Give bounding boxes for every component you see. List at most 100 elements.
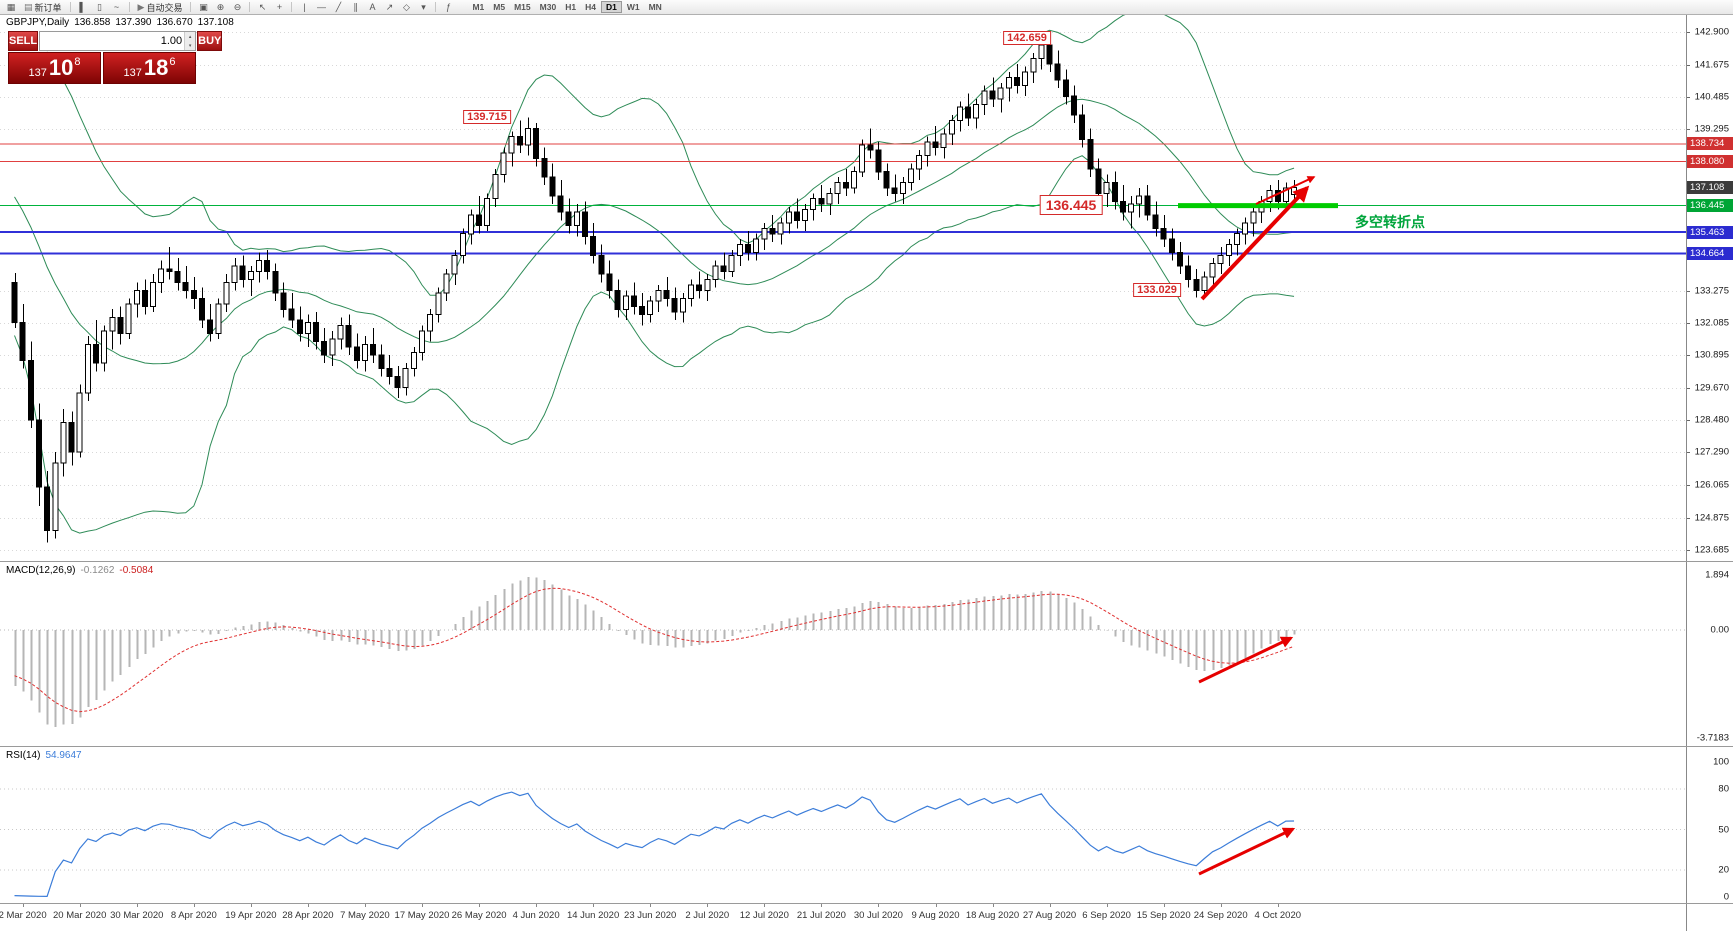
date-label: 8 Apr 2020 <box>170 910 217 921</box>
new-chart-icon[interactable]: ▦ <box>6 1 16 12</box>
channel-icon[interactable]: ∥ <box>353 1 358 12</box>
pane-divider[interactable] <box>0 561 1733 562</box>
trendline-icon[interactable]: ╱ <box>335 1 342 12</box>
price-scale-label: 128.480 <box>1694 414 1729 426</box>
chart-title: GBPJPY,Daily 136.858 137.390 136.670 137.108 <box>6 17 239 28</box>
candle <box>1250 211 1257 224</box>
timeframe-m5[interactable]: M5 <box>493 2 506 12</box>
candle <box>606 273 613 291</box>
price-scale-tick <box>1687 485 1690 487</box>
candle <box>1095 168 1102 194</box>
candle <box>101 330 108 364</box>
volume-decrease-button[interactable]: ▾ <box>185 41 196 50</box>
zoom-in-icon[interactable]: ⊕ <box>216 1 225 12</box>
timeframe-w1[interactable]: W1 <box>626 2 640 12</box>
price-tag: 138.734 <box>1687 137 1733 151</box>
timeframe-mn[interactable]: MN <box>648 2 662 12</box>
vertical-line-icon[interactable]: | <box>303 1 306 12</box>
candle <box>679 298 686 313</box>
time-scale-tick <box>1049 904 1051 907</box>
timeframe-m15[interactable]: M15 <box>514 2 531 12</box>
toolbar: ▦ ▤ 新订单 ▌ ▯ ~ ▶ 自动交易 ▣ ⊕ ⊖ ↖ + | — ╱ ∥ A… <box>0 0 1733 15</box>
candle <box>989 90 996 100</box>
horizontal-line-icon[interactable]: — <box>316 1 326 12</box>
price-annotation[interactable]: 139.715 <box>463 110 511 124</box>
text-icon[interactable]: A <box>369 1 376 12</box>
buy-button[interactable]: BUY <box>197 31 223 51</box>
bar-chart-icon[interactable]: ▌ <box>79 1 86 12</box>
line-chart-icon[interactable]: ~ <box>113 1 120 12</box>
candle <box>573 211 580 227</box>
candle <box>304 322 311 335</box>
candlestick-chart-icon[interactable]: ▯ <box>97 1 102 12</box>
timeframe-d1[interactable]: D1 <box>600 1 622 13</box>
candle <box>451 254 458 275</box>
trend-arrow[interactable] <box>1198 827 1296 876</box>
candle <box>361 343 368 361</box>
candle <box>508 136 515 154</box>
candle <box>231 265 238 283</box>
pane-divider[interactable] <box>0 903 1733 904</box>
timeframe-h4[interactable]: H4 <box>585 2 596 12</box>
shapes-icon[interactable]: ◇ <box>403 1 410 12</box>
crosshair-icon[interactable]: + <box>276 1 283 12</box>
arrows-icon[interactable]: ↗ <box>385 1 394 12</box>
date-label: 4 Oct 2020 <box>1254 910 1302 921</box>
price-scale[interactable]: 142.900 141.675 140.485 139.295 133.275 132.0… <box>1686 0 1733 931</box>
trend-arrow[interactable] <box>1255 176 1316 205</box>
volume-input[interactable] <box>40 32 185 50</box>
candle <box>166 268 173 272</box>
time-scale-tick <box>1220 904 1222 907</box>
volume-increase-button[interactable]: ▴ <box>185 32 196 41</box>
zoom-out-icon[interactable]: ⊖ <box>233 1 242 12</box>
cursor-icon[interactable]: ↖ <box>258 1 267 12</box>
candle <box>834 182 841 194</box>
price-scale-tick <box>1687 517 1690 519</box>
sell-price-tile[interactable]: 137 10 8 <box>8 52 101 84</box>
candle <box>435 292 442 316</box>
new-order-button[interactable]: ▤ 新订单 <box>21 1 65 14</box>
price-annotation[interactable]: 142.659 <box>1003 31 1051 45</box>
candle <box>712 265 719 281</box>
timeframe-m30[interactable]: M30 <box>539 2 557 12</box>
tile-windows-icon[interactable]: ▣ <box>199 1 208 12</box>
price-annotation[interactable]: 136.445 <box>1039 195 1103 215</box>
chinese-note[interactable]: 多空转折点 <box>1355 214 1425 230</box>
candle <box>647 300 654 316</box>
candle <box>565 211 572 227</box>
buy-price-tile[interactable]: 137 18 6 <box>103 52 196 84</box>
trend-arrow[interactable] <box>1200 185 1310 301</box>
dropdown-icon[interactable]: ▾ <box>421 1 426 12</box>
candle <box>1185 265 1192 281</box>
toolbar-separator <box>435 2 437 12</box>
toolbar-separator <box>291 2 293 12</box>
time-scale-tick <box>193 904 195 907</box>
candle <box>133 289 140 305</box>
timeframe-h1[interactable]: H1 <box>565 2 577 12</box>
time-scale[interactable]: 2 Mar 2020 20 Mar 2020 30 Mar 2020 8 Apr 20… <box>0 904 1686 931</box>
macd-scale-label: 0.00 <box>1710 624 1730 636</box>
trend-arrow[interactable] <box>1198 636 1294 684</box>
price-scale-tick <box>1687 388 1690 390</box>
candle <box>655 289 662 302</box>
candle <box>720 265 727 273</box>
candle <box>557 195 564 213</box>
time-scale-tick <box>250 904 252 907</box>
sell-price-int: 137 <box>28 67 47 79</box>
candle <box>753 238 760 254</box>
sell-button[interactable]: SELL <box>8 31 39 51</box>
timeframe-m1[interactable]: M1 <box>472 2 485 12</box>
rsi-label: RSI(14) <box>6 750 41 761</box>
volume-spinner: ▴ ▾ <box>184 32 196 50</box>
time-scale-tick <box>536 904 538 907</box>
candle <box>52 462 59 531</box>
pane-divider[interactable] <box>0 746 1733 747</box>
price-annotation[interactable]: 133.029 <box>1133 283 1181 297</box>
autotrading-button[interactable]: ▶ 自动交易 <box>135 1 186 14</box>
indicators-icon[interactable]: ƒ <box>445 1 451 12</box>
price-scale-tick <box>1687 452 1690 454</box>
candle <box>940 133 947 148</box>
candle <box>370 343 377 356</box>
date-label: 30 Jul 2020 <box>853 910 903 921</box>
